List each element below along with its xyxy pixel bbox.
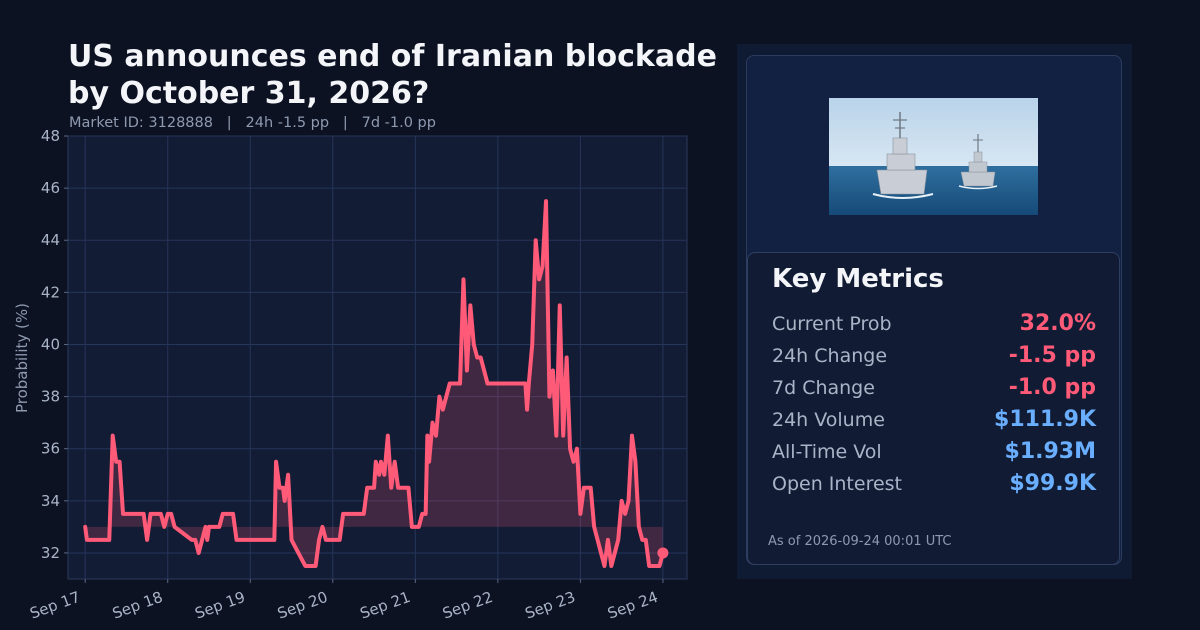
y-tick-label: 36 bbox=[41, 440, 60, 458]
metric-value: -1.5 pp bbox=[1008, 343, 1096, 368]
x-tick-label: Sep 21 bbox=[358, 588, 413, 623]
x-ticks: Sep 17 Sep 18 Sep 19 Sep 20 Sep 21 Sep 22 Sep … bbox=[27, 579, 664, 623]
metric-label: 24h Change bbox=[772, 345, 888, 367]
warship-photo-icon bbox=[829, 98, 1038, 215]
x-tick-label: Sep 22 bbox=[440, 588, 495, 623]
metric-label: Current Prob bbox=[772, 313, 892, 335]
key-metrics-title: Key Metrics bbox=[772, 264, 944, 294]
metric-value: $99.9K bbox=[1009, 471, 1096, 496]
y-tick-label: 44 bbox=[41, 231, 60, 249]
y-tick-label: 48 bbox=[41, 127, 60, 145]
metric-label: All-Time Vol bbox=[772, 441, 882, 463]
y-tick-label: 42 bbox=[41, 283, 60, 301]
x-tick-label: Sep 19 bbox=[192, 588, 247, 623]
y-tick-label: 46 bbox=[41, 179, 60, 197]
area-fill bbox=[85, 201, 663, 566]
metric-label: Open Interest bbox=[772, 473, 903, 495]
x-tick-label: Sep 23 bbox=[523, 588, 578, 623]
metric-value: -1.0 pp bbox=[1008, 375, 1096, 400]
y-ticks: 32 34 36 38 40 42 44 46 48 bbox=[41, 127, 68, 562]
x-tick-label: Sep 20 bbox=[275, 588, 330, 623]
metric-value: 32.0% bbox=[1019, 311, 1096, 336]
probability-line bbox=[83, 199, 665, 568]
y-axis-label: Probability (%) bbox=[13, 303, 31, 413]
last-point-marker bbox=[657, 547, 669, 559]
x-tick-label: Sep 24 bbox=[605, 588, 660, 623]
key-metrics-card bbox=[747, 252, 1120, 565]
market-title: US announces end of Iranian blockade by … bbox=[68, 39, 717, 111]
x-tick-label: Sep 18 bbox=[110, 588, 165, 623]
y-tick-label: 38 bbox=[41, 388, 60, 406]
as-of-timestamp: As of 2026-09-24 00:01 UTC bbox=[768, 534, 952, 549]
x-tick-label: Sep 17 bbox=[27, 588, 82, 623]
metric-value: $111.9K bbox=[994, 407, 1096, 432]
y-tick-label: 40 bbox=[41, 335, 60, 353]
y-tick-label: 32 bbox=[41, 544, 60, 562]
market-subtitle: Market ID: 3128888 | 24h -1.5 pp | 7d -1… bbox=[69, 115, 436, 131]
metric-value: $1.93M bbox=[1004, 439, 1096, 464]
plot-area bbox=[67, 135, 688, 580]
grid-layer bbox=[68, 135, 687, 579]
line-layer bbox=[83, 199, 669, 568]
y-tick-label: 34 bbox=[41, 492, 60, 510]
metric-label: 24h Volume bbox=[772, 409, 885, 431]
metric-label: 7d Change bbox=[772, 377, 875, 399]
fill-layer bbox=[85, 201, 663, 566]
